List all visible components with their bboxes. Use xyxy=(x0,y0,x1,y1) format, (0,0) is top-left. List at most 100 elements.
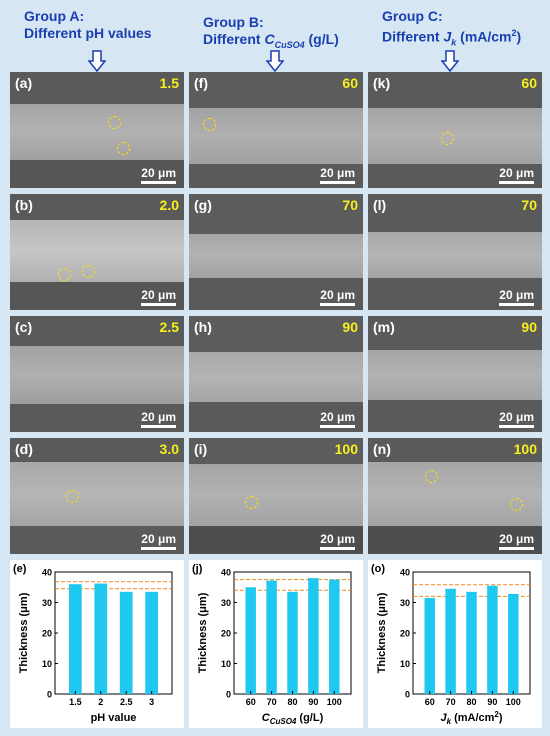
panel-label: (a) xyxy=(15,75,33,91)
bar xyxy=(424,597,435,694)
panel-label: (i) xyxy=(194,441,208,457)
x-tick-label: 3 xyxy=(149,697,154,707)
scale-bar: 20 μm xyxy=(141,166,176,184)
sem-panel-d: (d) 3.0 20 μm xyxy=(10,438,184,554)
sem-panel-n: (n) 100 20 μm xyxy=(368,438,542,554)
scale-label: 20 μm xyxy=(141,166,176,180)
marker-circle xyxy=(203,118,216,131)
chart-panel-label: (e) xyxy=(13,563,27,575)
y-axis-label: Thickness (μm) xyxy=(376,592,388,673)
chart-panel-label: (o) xyxy=(371,563,385,575)
thickness-chart-o: (o) 0 10 20 30 40 60 70 80 90 100 Thickness (μm) Jk … xyxy=(368,560,542,728)
scale-label: 20 μm xyxy=(499,410,534,424)
x-tick-label: 70 xyxy=(267,697,277,707)
marker-circle xyxy=(117,142,130,155)
x-axis-label: pH value xyxy=(91,712,137,724)
bar xyxy=(329,579,340,694)
scale-bar: 20 μm xyxy=(320,288,355,306)
panel-value: 60 xyxy=(342,75,358,91)
sem-panel-k: (k) 60 20 μm xyxy=(368,72,542,188)
x-tick-label: 90 xyxy=(487,697,497,707)
marker-circle xyxy=(82,265,95,278)
group-b-heading: Group B: xyxy=(203,14,264,30)
chart-svg: (o) 0 10 20 30 40 60 70 80 90 100 Thickness (μm) Jk … xyxy=(371,563,531,726)
marker-circle xyxy=(441,132,454,145)
bar xyxy=(287,591,298,694)
y-tick-label: 30 xyxy=(400,598,410,608)
sem-panel-f: (f) 60 20 μm xyxy=(189,72,363,188)
scale-label: 20 μm xyxy=(499,166,534,180)
sem-panel-g: (g) 70 20 μm xyxy=(189,194,363,310)
sem-panel-m: (m) 90 20 μm xyxy=(368,316,542,432)
x-tick-label: 1.5 xyxy=(69,697,82,707)
x-tick-label: 60 xyxy=(246,697,256,707)
y-tick-label: 40 xyxy=(221,568,231,578)
panel-label: (l) xyxy=(373,197,387,213)
x-tick-label: 100 xyxy=(506,697,521,707)
scale-label: 20 μm xyxy=(499,532,534,546)
sem-panel-c: (c) 2.5 20 μm xyxy=(10,316,184,432)
panel-value: 70 xyxy=(342,197,358,213)
group-c-heading: Group C: xyxy=(382,8,443,24)
scale-bar: 20 μm xyxy=(320,532,355,550)
x-tick-label: 100 xyxy=(327,697,342,707)
group-b-subtitle-sub: CuSO4 xyxy=(274,39,305,50)
panel-label: (b) xyxy=(15,197,33,213)
group-c-subtitle-sub: k xyxy=(451,37,457,48)
x-tick-label: 2.5 xyxy=(120,697,133,707)
scale-bar: 20 μm xyxy=(499,532,534,550)
bar xyxy=(266,580,277,694)
panel-label: (g) xyxy=(194,197,212,213)
scale-bar: 20 μm xyxy=(141,532,176,550)
panel-value: 100 xyxy=(513,441,537,457)
scale-bar: 20 μm xyxy=(320,410,355,428)
group-a-title: Group A: Different pH values xyxy=(24,8,152,42)
y-tick-label: 40 xyxy=(400,568,410,578)
group-b-subtitle-prefix: Different xyxy=(203,31,265,47)
group-c-subtitle: Different Jk (mA/cm2) xyxy=(382,25,521,51)
y-tick-label: 20 xyxy=(221,629,231,639)
x-tick-label: 90 xyxy=(308,697,318,707)
scale-bar: 20 μm xyxy=(499,410,534,428)
panel-value: 2.0 xyxy=(159,197,179,213)
panel-value: 90 xyxy=(521,319,537,335)
marker-circle xyxy=(58,268,71,281)
bar xyxy=(119,591,133,694)
scale-bar: 20 μm xyxy=(499,166,534,184)
arrow-down-icon xyxy=(441,50,459,72)
scale-bar: 20 μm xyxy=(499,288,534,306)
bar xyxy=(245,587,256,694)
y-tick-label: 30 xyxy=(221,598,231,608)
panel-label: (m) xyxy=(373,319,395,335)
panel-label: (f) xyxy=(194,75,208,91)
x-axis-label: CCuSO4 (g/L) xyxy=(262,712,324,726)
thickness-chart-j: (j) 0 10 20 30 40 60 70 80 90 100 Thickness (μm) CCu… xyxy=(189,560,363,728)
x-tick-label: 80 xyxy=(466,697,476,707)
y-tick-label: 40 xyxy=(42,568,52,578)
chart-panel-label: (j) xyxy=(192,563,203,575)
sem-panel-l: (l) 70 20 μm xyxy=(368,194,542,310)
group-b-subtitle-var: C xyxy=(264,31,275,47)
scale-label: 20 μm xyxy=(320,532,355,546)
scale-label: 20 μm xyxy=(141,532,176,546)
scale-label: 20 μm xyxy=(141,410,176,424)
marker-circle xyxy=(510,498,523,511)
group-b-subtitle: Different CCuSO4 (g/L) xyxy=(203,31,339,54)
y-axis-label: Thickness (μm) xyxy=(18,592,30,673)
marker-circle xyxy=(108,116,121,129)
group-a-subtitle: Different pH values xyxy=(24,25,152,41)
panel-value: 60 xyxy=(521,75,537,91)
arrow-down-icon xyxy=(266,50,284,72)
group-c-subtitle-end: ) xyxy=(516,28,522,45)
y-tick-label: 10 xyxy=(400,659,410,669)
group-c-title: Group C: Different Jk (mA/cm2) xyxy=(382,8,521,51)
group-b-subtitle-suffix: (g/L) xyxy=(304,31,339,47)
x-tick-label: 60 xyxy=(425,697,435,707)
group-c-subtitle-var: J xyxy=(443,28,452,45)
panel-label: (n) xyxy=(373,441,391,457)
bar xyxy=(308,578,319,694)
scale-label: 20 μm xyxy=(320,166,355,180)
y-tick-label: 0 xyxy=(226,690,231,700)
panel-value: 1.5 xyxy=(159,75,179,91)
panel-value: 90 xyxy=(342,319,358,335)
